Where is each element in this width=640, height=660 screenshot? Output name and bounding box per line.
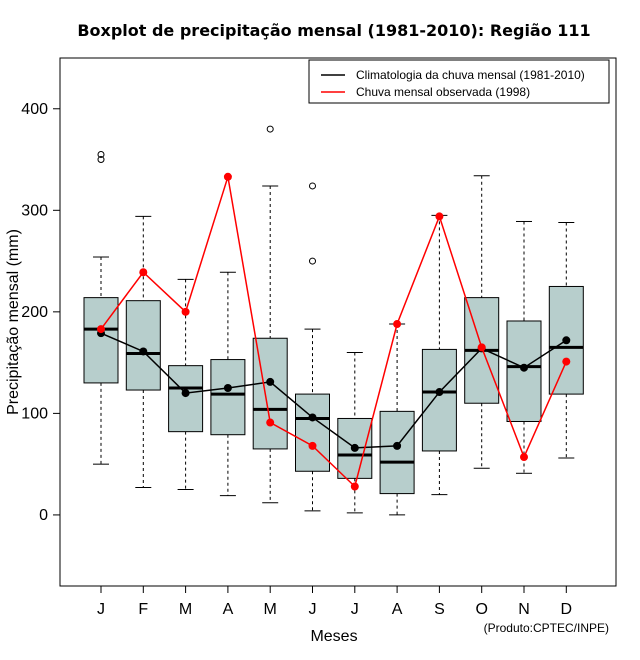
series-point xyxy=(181,389,190,398)
iqr-box xyxy=(421,348,457,452)
outlier-point xyxy=(97,156,105,164)
box-10 xyxy=(464,175,500,469)
iqr-box xyxy=(210,359,246,436)
x-tick-label: A xyxy=(223,601,234,618)
x-tick-label: D xyxy=(561,601,573,618)
outlier-point xyxy=(309,182,316,190)
iqr-box xyxy=(168,365,204,433)
y-axis: 0 100 200 300 400 xyxy=(21,101,60,524)
x-tick-label: M xyxy=(179,601,192,618)
series-point xyxy=(350,443,359,452)
box-8 xyxy=(379,323,415,516)
y-tick-label: 400 xyxy=(21,101,48,118)
box-2 xyxy=(125,215,161,489)
series-point xyxy=(520,363,528,372)
box-6 xyxy=(295,182,330,512)
chart-title: Boxplot de precipitação mensal (1981-201… xyxy=(77,21,590,40)
x-tick-label: N xyxy=(518,601,530,618)
series-point xyxy=(139,268,148,277)
outlier-point xyxy=(97,150,105,158)
box-11 xyxy=(506,220,542,474)
product-credit: (Produto:CPTEC/INPE) xyxy=(484,621,609,635)
series-point xyxy=(266,418,275,427)
iqr-box xyxy=(125,300,161,391)
outlier-point xyxy=(266,125,274,133)
series-point xyxy=(266,377,275,386)
legend-box xyxy=(308,59,610,104)
x-axis-label: Meses xyxy=(310,628,357,645)
series-point xyxy=(435,212,444,221)
iqr-box xyxy=(295,393,330,472)
series-point xyxy=(393,441,402,450)
legend: Climatologia da chuva mensal (1981-2010)… xyxy=(308,59,610,104)
x-tick-label: S xyxy=(434,601,445,618)
box-5 xyxy=(252,125,288,504)
series-line xyxy=(100,176,567,488)
box-9 xyxy=(421,214,457,496)
series-climatology xyxy=(97,329,571,452)
series-point xyxy=(308,441,317,450)
outlier-point xyxy=(309,257,316,265)
series-point xyxy=(139,347,148,356)
x-tick-label: J xyxy=(351,601,359,618)
series-point xyxy=(562,357,571,366)
box-3 xyxy=(168,278,204,491)
series-point xyxy=(562,336,571,345)
box-4 xyxy=(210,271,246,497)
series-line xyxy=(100,332,567,449)
x-tick-label: J xyxy=(309,601,317,618)
box-1 xyxy=(83,150,119,465)
series-point xyxy=(223,172,232,181)
series-point xyxy=(350,482,359,491)
legend-label-observed: Chuva mensal observada (1998) xyxy=(356,85,530,99)
series-point xyxy=(181,307,190,316)
plot-frame xyxy=(59,57,617,587)
series-point xyxy=(223,384,232,392)
y-tick-label: 200 xyxy=(21,304,48,321)
y-tick-label: 100 xyxy=(21,405,48,422)
x-tick-label: A xyxy=(392,601,403,618)
x-tick-label: J xyxy=(97,601,105,618)
series-point xyxy=(97,325,105,334)
series-point xyxy=(477,343,486,352)
x-tick-label: M xyxy=(264,601,277,618)
y-tick-label: 0 xyxy=(39,507,48,524)
series-observed xyxy=(97,172,571,491)
iqr-box xyxy=(379,410,415,495)
series-point xyxy=(308,413,317,422)
iqr-box xyxy=(83,297,119,384)
x-tick-label: F xyxy=(138,601,148,618)
x-tick-label: O xyxy=(475,601,487,618)
y-axis-label: Precipitação mensal (mm) xyxy=(5,229,22,415)
series-point xyxy=(520,453,528,462)
series-point xyxy=(435,388,444,397)
series-point xyxy=(393,320,402,329)
plot-area xyxy=(59,57,617,587)
y-tick-label: 300 xyxy=(21,202,48,219)
legend-label-climatology: Climatologia da chuva mensal (1981-2010) xyxy=(356,68,585,82)
